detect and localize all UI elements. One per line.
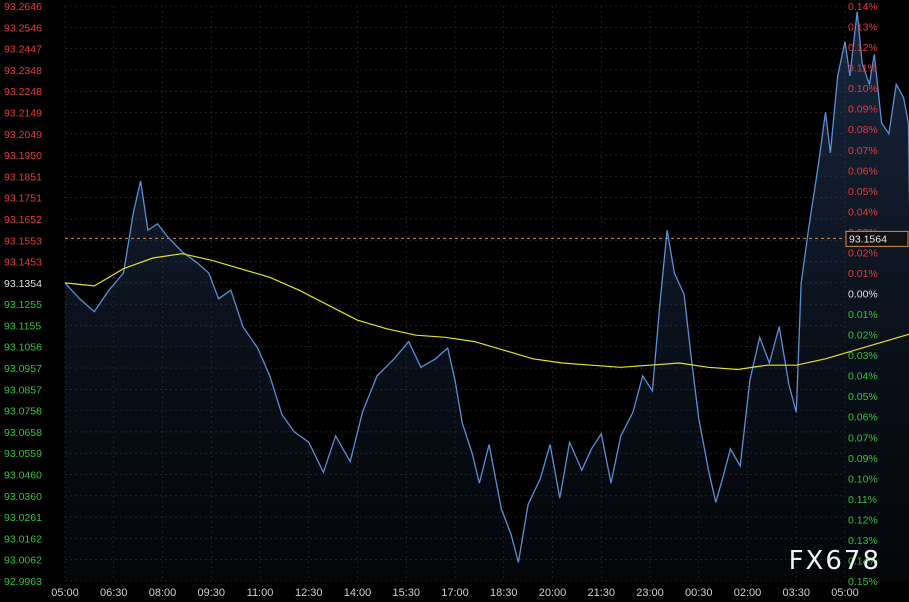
percent-tick-label: 0.04% — [848, 371, 878, 383]
watermark-logo: FX678 — [788, 546, 881, 576]
percent-tick-label: 0.08% — [848, 124, 878, 136]
percent-tick-label: 0.12% — [848, 514, 878, 526]
percent-tick-label: 0.06% — [848, 412, 878, 424]
percent-tick-label: 0.01% — [848, 268, 878, 280]
time-tick-label: 23:00 — [636, 587, 664, 599]
percent-tick-label: 0.13% — [848, 22, 878, 34]
price-tick-label: 93.2149 — [4, 107, 42, 119]
price-tick-label: 93.2348 — [4, 65, 42, 77]
time-tick-label: 11:00 — [247, 587, 274, 599]
percent-tick-label: 0.00% — [848, 289, 878, 301]
price-tick-label: 93.2447 — [4, 44, 42, 56]
percent-tick-label: 0.10% — [848, 473, 878, 485]
percent-tick-label: 0.12% — [848, 42, 878, 54]
percent-tick-label: 0.02% — [848, 330, 878, 342]
percent-tick-label: 0.05% — [848, 391, 878, 403]
time-tick-label: 15:30 — [392, 587, 420, 599]
price-tick-label: 93.0062 — [4, 555, 42, 567]
time-tick-label: 09:30 — [197, 587, 225, 599]
price-tick-label: 93.1553 — [4, 235, 42, 247]
percent-tick-label: 0.01% — [848, 309, 878, 321]
price-tick-label: 93.1453 — [4, 257, 42, 269]
price-tick-label: 93.0162 — [4, 533, 42, 545]
price-tick-label: 93.0658 — [4, 427, 42, 439]
percent-tick-label: 0.11% — [848, 63, 877, 75]
price-tick-label: 93.1851 — [4, 171, 42, 183]
average-series-line — [64, 253, 909, 371]
percent-axis-labels: 0.14% 0.13% 0.12% 0.11% 0.10% 0.09% 0.08% 0.07%… — [848, 1, 878, 588]
time-axis-labels: 05:00 06:30 08:00 09:30 11:00 12:30 14:00 15:30… — [51, 587, 859, 599]
percent-tick-label: 0.06% — [848, 165, 878, 177]
time-tick-label: 18:30 — [490, 587, 518, 599]
price-tick-label: 93.1056 — [4, 342, 42, 354]
price-tick-label: 93.1950 — [4, 150, 42, 162]
percent-tick-label: 0.05% — [848, 186, 878, 198]
price-tick-label: 93.0360 — [4, 491, 42, 503]
time-tick-label: 02:00 — [734, 587, 762, 599]
percent-tick-label: 0.07% — [848, 432, 878, 444]
percent-tick-label: 0.11% — [848, 494, 877, 506]
percent-tick-label: 0.10% — [848, 83, 878, 95]
percent-tick-label: 0.04% — [848, 206, 878, 218]
price-tick-label: 93.0957 — [4, 363, 42, 375]
time-tick-label: 14:00 — [344, 587, 372, 599]
price-tick-label: 92.9963 — [4, 576, 42, 588]
time-tick-label: 00:30 — [685, 587, 713, 599]
percent-tick-label: 0.07% — [848, 145, 878, 157]
price-tick-label: 93.0758 — [4, 406, 42, 418]
price-series-line — [64, 11, 909, 563]
price-tick-label: 93.1155 — [4, 320, 41, 332]
percent-tick-label: 0.14% — [848, 555, 878, 567]
current-price-badge: 93.1564 — [845, 230, 909, 247]
time-tick-label: 20:00 — [539, 587, 567, 599]
price-area-fill — [65, 11, 909, 581]
price-tick-label: 93.2248 — [4, 86, 42, 98]
percent-tick-label: 0.03% — [848, 350, 878, 362]
time-tick-label: 21:30 — [587, 587, 615, 599]
time-tick-label: 08:00 — [149, 587, 177, 599]
price-tick-label: 93.1751 — [4, 193, 42, 205]
percent-tick-label: 0.02% — [848, 247, 878, 259]
time-tick-label: 05:00 — [51, 587, 79, 599]
price-tick-label: 93.0559 — [4, 448, 42, 460]
percent-tick-label: 0.09% — [848, 453, 878, 465]
price-tick-label: 93.0261 — [4, 512, 42, 524]
price-tick-label: 93.0857 — [4, 384, 42, 396]
time-tick-label: 06:30 — [100, 587, 128, 599]
price-axis-labels: 93.2646 93.2546 93.2447 93.2348 93.2248 93.21… — [4, 1, 42, 588]
time-tick-label: 05:00 — [831, 587, 859, 599]
percent-tick-label: 0.09% — [848, 104, 878, 116]
price-tick-label: 93.1255 — [4, 299, 42, 311]
percent-tick-label: 0.15% — [848, 576, 878, 588]
percent-tick-label: 0.13% — [848, 535, 878, 547]
price-tick-label: 93.2646 — [4, 1, 42, 13]
time-tick-label: 12:30 — [295, 587, 323, 599]
percent-tick-label: 0.14% — [848, 1, 878, 13]
time-tick-label: 03:30 — [782, 587, 810, 599]
current-price-label: 93.1564 — [849, 233, 887, 245]
price-tick-label: 93.2546 — [4, 22, 42, 34]
price-tick-label: 93.1652 — [4, 214, 42, 226]
price-tick-label: 93.2049 — [4, 129, 42, 141]
price-tick-label: 93.1354 — [4, 278, 42, 290]
price-tick-label: 93.0460 — [4, 470, 42, 482]
time-tick-label: 17:00 — [441, 587, 469, 599]
